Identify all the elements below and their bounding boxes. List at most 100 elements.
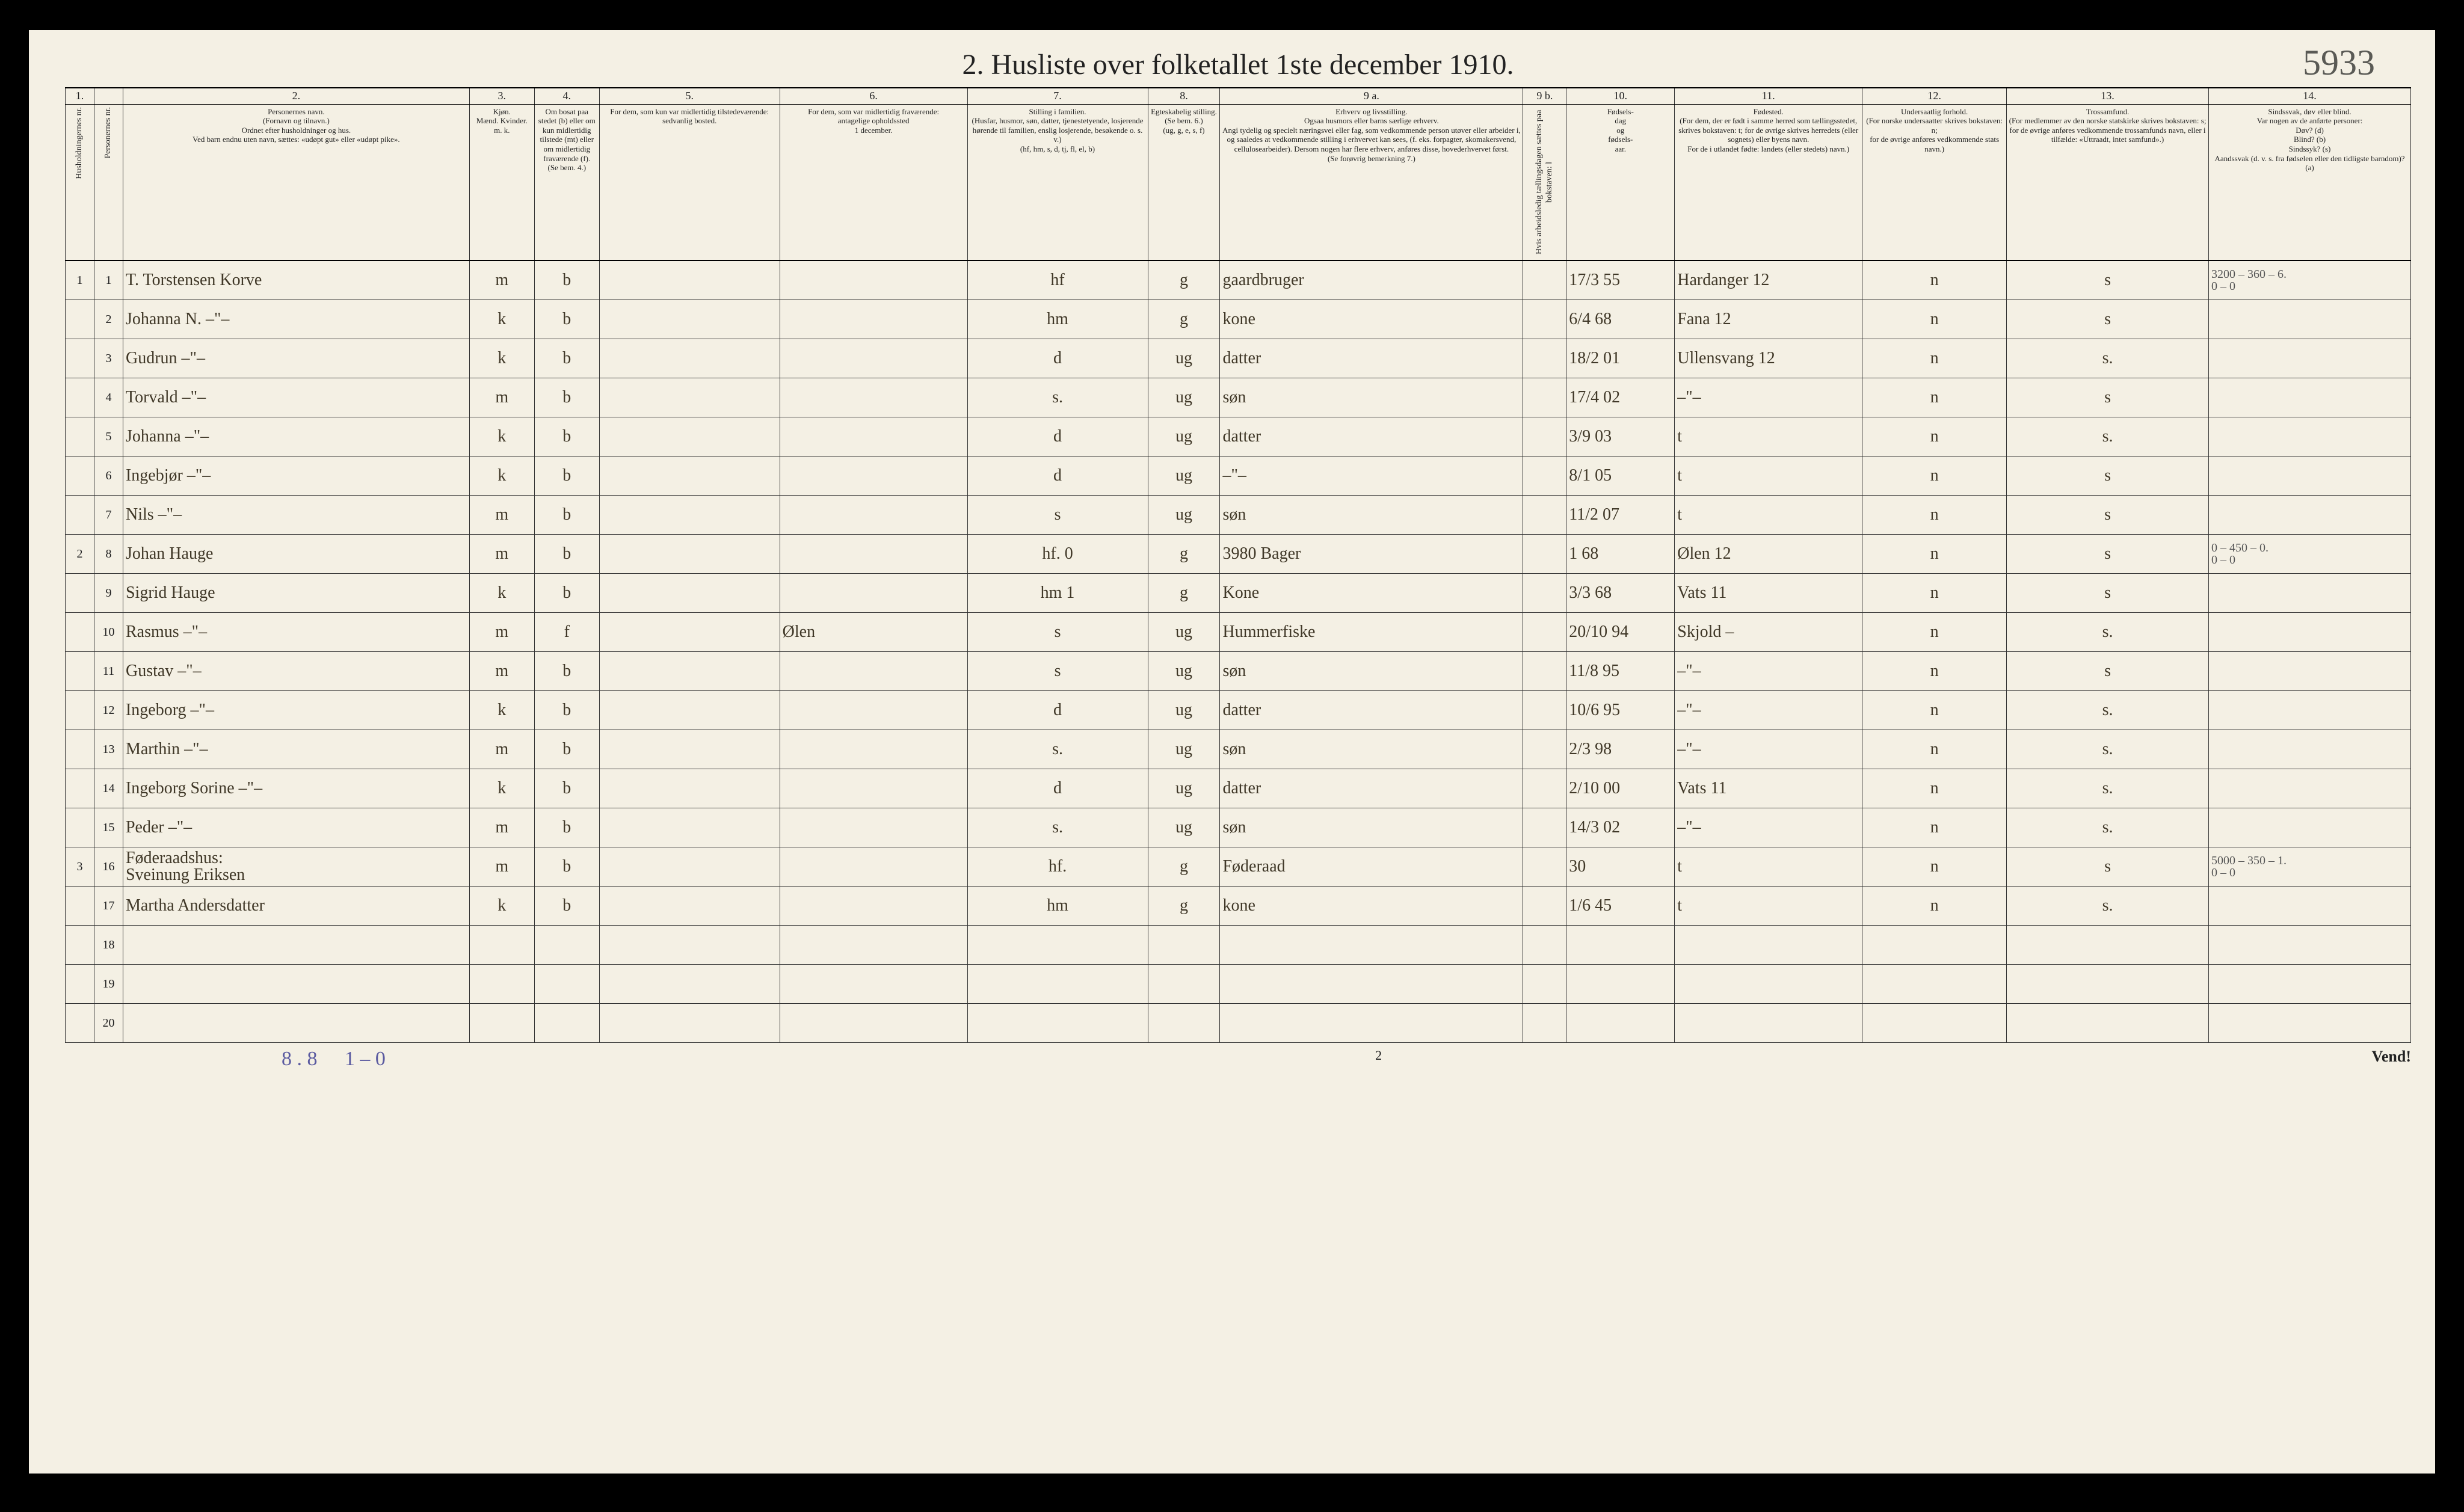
cell-pn: 4: [94, 378, 123, 417]
cell-occ: gaardbruger: [1220, 260, 1523, 300]
cell-tro: s: [2007, 573, 2209, 612]
cell-fam: d: [967, 690, 1148, 730]
table-row: 13Marthin –"–mbs.ugsøn2/3 98–"–ns.: [66, 730, 2411, 769]
cell-al: [1523, 534, 1566, 573]
table-row: 11Gustav –"–mbsugsøn11/8 95–"–ns: [66, 651, 2411, 690]
cell-fdato: [1566, 964, 1675, 1003]
cell-name: Ingeborg Sorine –"–: [123, 769, 469, 808]
cell-tro: s.: [2007, 886, 2209, 925]
cell-pn: 7: [94, 495, 123, 534]
cell-fsted: –"–: [1675, 378, 1862, 417]
cell-al: [1523, 300, 1566, 339]
cell-sex: m: [469, 495, 534, 534]
cell-res: b: [534, 378, 599, 417]
cell-fdato: 30: [1566, 847, 1675, 886]
cell-eg: ug: [1148, 651, 1220, 690]
cell-misc: [2209, 417, 2411, 456]
col-header: Undersaatlig forhold. (For norske unders…: [1862, 104, 2007, 260]
cell-fdato: 2/3 98: [1566, 730, 1675, 769]
col-number: 13.: [2007, 88, 2209, 104]
cell-nat: n: [1862, 769, 2007, 808]
cell-sex: m: [469, 847, 534, 886]
cell-hh: 1: [66, 260, 94, 300]
cell-frv: [780, 417, 967, 456]
cell-res: f: [534, 612, 599, 651]
cell-res: b: [534, 260, 599, 300]
cell-hh: [66, 769, 94, 808]
col-number: 2.: [123, 88, 469, 104]
cell-tro: s.: [2007, 339, 2209, 378]
cell-occ: Kone: [1220, 573, 1523, 612]
cell-fam: hf.: [967, 847, 1148, 886]
cell-al: [1523, 456, 1566, 495]
cell-fam: [967, 964, 1148, 1003]
cell-tro: [2007, 925, 2209, 964]
cell-eg: g: [1148, 573, 1220, 612]
cell-sex: k: [469, 417, 534, 456]
cell-occ: datter: [1220, 690, 1523, 730]
cell-fam: s: [967, 612, 1148, 651]
cell-al: [1523, 730, 1566, 769]
cell-hh: [66, 417, 94, 456]
cell-misc: 3200 – 360 – 6. 0 – 0: [2209, 260, 2411, 300]
col-header: Stilling i familien. (Husfar, husmor, sø…: [967, 104, 1148, 260]
cell-sex: m: [469, 534, 534, 573]
cell-res: b: [534, 847, 599, 886]
cell-fdato: 2/10 00: [1566, 769, 1675, 808]
cell-mt: [599, 847, 780, 886]
cell-fsted: t: [1675, 417, 1862, 456]
cell-al: [1523, 847, 1566, 886]
census-page: 2. Husliste over folketallet 1ste decemb…: [29, 30, 2435, 1474]
cell-fdato: 6/4 68: [1566, 300, 1675, 339]
cell-fsted: Fana 12: [1675, 300, 1862, 339]
cell-misc: 0 – 450 – 0. 0 – 0: [2209, 534, 2411, 573]
cell-nat: n: [1862, 300, 2007, 339]
cell-fdato: 3/9 03: [1566, 417, 1675, 456]
cell-fdato: 1 68: [1566, 534, 1675, 573]
cell-sex: m: [469, 612, 534, 651]
cell-fam: d: [967, 417, 1148, 456]
cell-nat: n: [1862, 730, 2007, 769]
cell-fam: hf. 0: [967, 534, 1148, 573]
cell-al: [1523, 378, 1566, 417]
cell-occ: [1220, 925, 1523, 964]
cell-fsted: Vats 11: [1675, 769, 1862, 808]
title-area: 2. Husliste over folketallet 1ste decemb…: [65, 48, 2411, 81]
cell-sex: k: [469, 300, 534, 339]
cell-tro: s: [2007, 534, 2209, 573]
cell-sex: m: [469, 260, 534, 300]
cell-al: [1523, 886, 1566, 925]
cell-res: b: [534, 651, 599, 690]
cell-fsted: Ølen 12: [1675, 534, 1862, 573]
col-number: 12.: [1862, 88, 2007, 104]
cell-mt: [599, 886, 780, 925]
table-row: 10Rasmus –"–mfØlensugHummerfiske20/10 94…: [66, 612, 2411, 651]
cell-res: [534, 964, 599, 1003]
cell-res: [534, 1003, 599, 1042]
cell-eg: [1148, 964, 1220, 1003]
cell-frv: [780, 300, 967, 339]
cell-fdato: 18/2 01: [1566, 339, 1675, 378]
cell-misc: [2209, 808, 2411, 847]
cell-name: Johanna –"–: [123, 417, 469, 456]
table-row: 5Johanna –"–kbdugdatter3/9 03tns.: [66, 417, 2411, 456]
cell-res: b: [534, 300, 599, 339]
cell-pn: 17: [94, 886, 123, 925]
cell-hh: [66, 612, 94, 651]
col-number: 4.: [534, 88, 599, 104]
cell-fsted: –"–: [1675, 690, 1862, 730]
cell-fam: d: [967, 769, 1148, 808]
col-header: Erhverv og livsstilling. Ogsaa husmors e…: [1220, 104, 1523, 260]
table-row: 17Martha Andersdatterkbhmgkone1/6 45tns.: [66, 886, 2411, 925]
cell-frv: [780, 651, 967, 690]
cell-al: [1523, 651, 1566, 690]
cell-hh: [66, 886, 94, 925]
cell-tro: s: [2007, 260, 2209, 300]
cell-pn: 12: [94, 690, 123, 730]
table-row: 19: [66, 964, 2411, 1003]
cell-frv: [780, 378, 967, 417]
cell-hh: [66, 573, 94, 612]
cell-tro: s: [2007, 456, 2209, 495]
col-header: Husholdningernes nr.: [66, 104, 94, 260]
cell-frv: [780, 690, 967, 730]
